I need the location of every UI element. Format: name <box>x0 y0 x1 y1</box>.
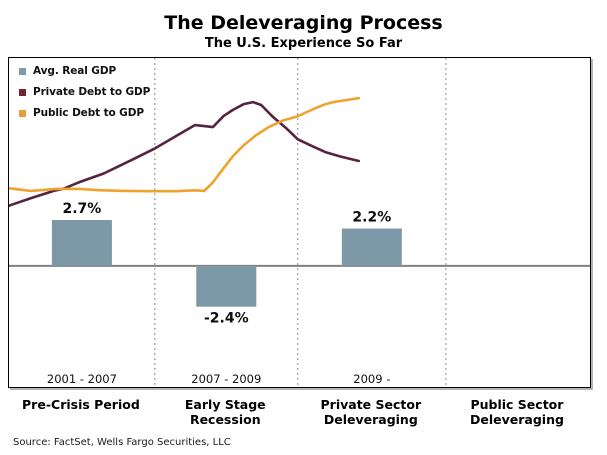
legend-swatch-icon <box>19 88 26 96</box>
legend-label: Public Debt to GDP <box>33 107 144 119</box>
phase-label: Pre-Crisis Period <box>22 397 140 412</box>
legend-swatch-icon <box>19 67 26 75</box>
gdp-bar <box>341 228 402 266</box>
page-subtitle: The U.S. Experience So Far <box>204 36 403 51</box>
period-label: 2007 - 2009 <box>191 372 261 386</box>
gdp-bar <box>196 265 257 307</box>
period-label: 2001 - 2007 <box>47 372 117 386</box>
bar-value-label: 2.7% <box>63 201 102 217</box>
private-debt-to-gdp-line <box>9 100 361 207</box>
legend-item: Public Debt to GDP <box>19 107 150 119</box>
legend-item: Avg. Real GDP <box>19 65 150 77</box>
plot-area: 2.7% -2.4% 2.2% 2001 - 2007 2007 - 2009 2009 … <box>8 57 591 388</box>
bar-value-label: 2.2% <box>352 210 391 226</box>
plot-svg: 2.7% -2.4% 2.2% 2001 - 2007 2007 - 2009 2009 … <box>9 58 590 387</box>
phase-label: Early Stage Recession <box>184 397 266 427</box>
period-label: 2009 - <box>353 372 390 386</box>
phase-label: Public Sector Deleveraging <box>469 397 564 427</box>
legend-item: Private Debt to GDP <box>19 86 150 98</box>
bar-value-label: -2.4% <box>204 311 249 327</box>
phase-label: Private Sector Deleveraging <box>320 397 422 427</box>
source-note: Source: FactSet, Wells Fargo Securities,… <box>13 437 231 448</box>
legend-swatch-icon <box>19 109 26 117</box>
gdp-bar <box>51 220 112 266</box>
legend: Avg. Real GDP Private Debt to GDP Public D… <box>19 65 150 128</box>
public-debt-to-gdp-line <box>9 96 361 193</box>
legend-label: Avg. Real GDP <box>33 65 117 77</box>
legend-label: Private Debt to GDP <box>33 86 151 98</box>
page-title: The Deleveraging Process <box>164 12 443 34</box>
